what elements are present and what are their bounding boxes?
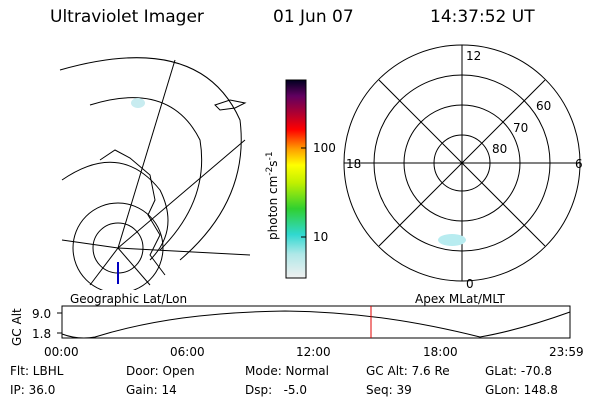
mlt-label: 0 [466, 277, 474, 291]
status-field: GLon: 148.8 [485, 383, 558, 397]
instrument: Ultraviolet Imager [50, 7, 204, 27]
status-field: Seq: 39 [366, 383, 412, 397]
panel-label: Geographic Lat/Lon [70, 292, 187, 306]
alt-axis-label: GC Alt [10, 308, 24, 346]
status-field: GLat: -70.8 [485, 364, 552, 378]
polar-plot [343, 44, 581, 282]
lat-label: 60 [536, 99, 551, 113]
mlt-label: 12 [466, 49, 481, 63]
colorbar-tick: 100 [313, 141, 336, 155]
mlt-label: 18 [346, 157, 361, 171]
status-field: Dsp: -5.0 [245, 383, 307, 397]
colorbar-tick: 10 [313, 230, 328, 244]
alt-tick: 9.0 [32, 307, 51, 321]
colorbar-label: photon cm-2s-1 [265, 151, 280, 240]
status-field: Gain: 14 [126, 383, 177, 397]
alt-tick: 1.8 [32, 327, 51, 341]
panel-label: Apex MLat/MLT [415, 292, 505, 306]
status-field: Door: Open [126, 364, 195, 378]
globe [59, 57, 251, 290]
time: 14:37:52 UT [430, 7, 535, 27]
status-field: GC Alt: 7.6 Re [366, 364, 450, 378]
time-tick: 18:00 [423, 345, 458, 359]
time-tick: 12:00 [296, 345, 331, 359]
status-field: Mode: Normal [245, 364, 329, 378]
footer: Flt: LBHL Door: Open Mode: Normal GC Alt: 7… [10, 364, 558, 397]
time-tick: 00:00 [44, 345, 79, 359]
date: 01 Jun 07 [273, 7, 354, 27]
time-tick: 23:59 [549, 345, 584, 359]
lat-label: 70 [513, 121, 528, 135]
altitude-plot [61, 305, 571, 339]
colorbar [285, 79, 307, 279]
mlt-label: 6 [575, 157, 583, 171]
lat-label: 80 [492, 142, 507, 156]
status-field: Flt: LBHL [10, 364, 64, 378]
status-field: IP: 36.0 [10, 383, 55, 397]
time-tick: 06:00 [170, 345, 205, 359]
